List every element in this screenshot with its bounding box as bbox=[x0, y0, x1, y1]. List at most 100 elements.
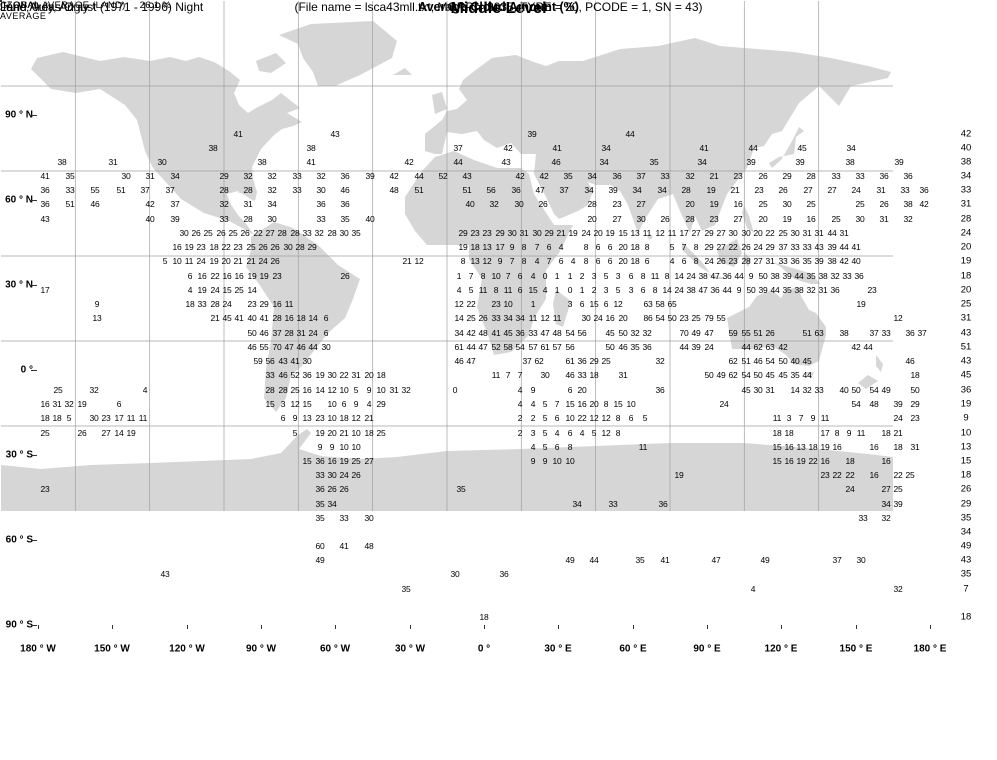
zonal-average-value: 25 bbox=[960, 298, 972, 310]
zonal-average-value: 19 bbox=[960, 255, 972, 267]
zonal-average-value: 9 bbox=[963, 412, 969, 424]
zonal-header-line2: AVERAGE bbox=[0, 11, 47, 21]
lon-axis-tick bbox=[112, 625, 113, 629]
map-value: 30 bbox=[364, 513, 374, 523]
lon-axis-tick bbox=[930, 625, 931, 629]
map-value: 24 bbox=[893, 413, 903, 423]
map-value: 30 bbox=[450, 569, 460, 579]
global-average-label: GLOBAL AVERAGE (LAND) bbox=[0, 0, 126, 11]
map-value: 25 bbox=[905, 470, 915, 480]
lon-tick-label: 30 ° E bbox=[544, 643, 572, 655]
map-value: 18 bbox=[479, 612, 489, 622]
map-value: 38 bbox=[903, 199, 913, 209]
map-value: 4 bbox=[750, 584, 756, 594]
zonal-average-value: 19 bbox=[960, 398, 972, 410]
zonal-average-value: 42 bbox=[960, 128, 972, 140]
lon-tick-label: 30 ° W bbox=[394, 643, 426, 655]
zonal-average-value: 34 bbox=[960, 526, 972, 538]
map-value: 49 bbox=[315, 555, 325, 565]
map-value: 36 bbox=[903, 171, 913, 181]
lon-tick-label: 0 ° bbox=[477, 643, 491, 655]
coverage-label: Land Areas Only bbox=[0, 0, 89, 14]
lon-axis-tick bbox=[38, 625, 39, 629]
map-value: 36 bbox=[919, 185, 929, 195]
lon-axis-tick bbox=[856, 625, 857, 629]
lon-tick-label: 90 ° W bbox=[245, 643, 277, 655]
lon-tick-label: 150 ° E bbox=[839, 643, 873, 655]
map-value: 25 bbox=[893, 484, 903, 494]
map-value: 33 bbox=[858, 513, 868, 523]
map-plot bbox=[0, 0, 893, 511]
map-value: 33 bbox=[339, 513, 349, 523]
lon-axis-tick bbox=[633, 625, 634, 629]
lon-tick-label: 180 ° E bbox=[913, 643, 947, 655]
map-value: 44 bbox=[589, 555, 599, 565]
lon-axis-tick bbox=[484, 625, 485, 629]
zonal-average-value: 18 bbox=[960, 469, 972, 481]
lon-axis-tick bbox=[558, 625, 559, 629]
zonal-average-value: 45 bbox=[960, 369, 972, 381]
map-value: 48 bbox=[364, 541, 374, 551]
zonal-average-value: 43 bbox=[960, 327, 972, 339]
lat-axis-tick bbox=[31, 540, 37, 541]
map-value: 60 bbox=[315, 541, 325, 551]
zonal-average-value: 24 bbox=[960, 227, 972, 239]
map-value: 49 bbox=[760, 555, 770, 565]
zonal-average-value: 31 bbox=[960, 312, 972, 324]
zonal-average-value: 29 bbox=[960, 498, 972, 510]
lon-axis-tick bbox=[410, 625, 411, 629]
map-value: 46 bbox=[905, 356, 915, 366]
file-info: (File name = lsca43mll.txt, MGRP = 3035,… bbox=[294, 0, 703, 14]
map-value: 30 bbox=[856, 555, 866, 565]
zonal-average-value: 51 bbox=[960, 341, 972, 353]
zonal-average-value: 38 bbox=[960, 156, 972, 168]
global-average-value: 26.1 % bbox=[139, 0, 172, 11]
map-value: 33 bbox=[900, 185, 910, 195]
lat-tick-label: 60 ° S bbox=[5, 534, 33, 546]
global-average: GLOBAL AVERAGE (LAND) 26.1 % bbox=[0, 0, 171, 11]
map-value: 42 bbox=[919, 199, 929, 209]
lon-tick-label: 90 ° E bbox=[693, 643, 721, 655]
grid-lines bbox=[1, 1, 893, 511]
map-value: 23 bbox=[910, 413, 920, 423]
zonal-average-value: 15 bbox=[960, 455, 972, 467]
page-title: Middle Level bbox=[450, 0, 547, 17]
lon-axis-tick bbox=[261, 625, 262, 629]
map-value: 39 bbox=[893, 499, 903, 509]
map-value: 50 bbox=[910, 385, 920, 395]
lon-axis-tick bbox=[187, 625, 188, 629]
zonal-average-value: 31 bbox=[960, 198, 972, 210]
period-label: June, July, August (1971 - 1996) Night bbox=[0, 0, 204, 14]
zonal-average-header: ZONAL AVERAGE bbox=[0, 0, 46, 22]
zonal-average-value: 36 bbox=[960, 384, 972, 396]
zonal-average-value: 20 bbox=[960, 241, 972, 253]
lon-tick-label: 60 ° E bbox=[619, 643, 647, 655]
lon-axis-tick bbox=[707, 625, 708, 629]
lon-axis-tick bbox=[335, 625, 336, 629]
map-value: 32 bbox=[893, 584, 903, 594]
zonal-average-value: 18 bbox=[960, 611, 972, 623]
map-value: 43 bbox=[160, 569, 170, 579]
map-value: 35 bbox=[315, 513, 325, 523]
map-value: 32 bbox=[881, 513, 891, 523]
map-value: 31 bbox=[910, 442, 920, 452]
lon-tick-label: 150 ° W bbox=[94, 643, 130, 655]
lon-tick-label: 60 ° W bbox=[319, 643, 351, 655]
zonal-average-value: 35 bbox=[960, 512, 972, 524]
map-value: 18 bbox=[910, 370, 920, 380]
map-value: 22 bbox=[893, 470, 903, 480]
page-subtitle: Average Cloud Amount (%) bbox=[418, 0, 579, 14]
map-value: 12 bbox=[893, 313, 903, 323]
map-value: 41 bbox=[339, 541, 349, 551]
map-value: 37 bbox=[832, 555, 842, 565]
zonal-average-value: 28 bbox=[960, 213, 972, 225]
zonal-average-value: 43 bbox=[960, 554, 972, 566]
lon-axis-tick bbox=[781, 625, 782, 629]
lon-tick-label: 120 ° W bbox=[169, 643, 205, 655]
zonal-average-value: 43 bbox=[960, 355, 972, 367]
zonal-average-value: 7 bbox=[963, 583, 969, 595]
lon-tick-label: 120 ° E bbox=[764, 643, 798, 655]
map-value: 39 bbox=[893, 399, 903, 409]
zonal-average-value: 10 bbox=[960, 427, 972, 439]
map-value: 39 bbox=[894, 157, 904, 167]
